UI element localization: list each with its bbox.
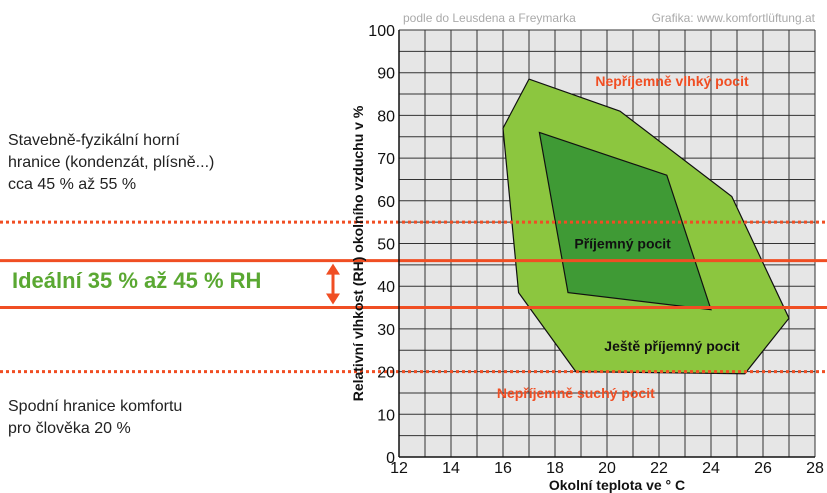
x-tick-label: 12 [390,460,408,477]
ideal-range-label: Ideální 35 % až 45 % RH [12,268,262,293]
credit-note: Grafika: www.komfortlüftung.at [652,11,816,25]
x-tick-label: 20 [598,460,616,477]
source-note: podle do Leusdena a Freymarka [403,11,576,25]
region-label: Nepříjemně suchý pocit [497,385,655,401]
x-tick-label: 18 [546,460,564,477]
y-tick-label: 40 [377,279,395,296]
x-axis-label: Okolní teplota ve ° C [549,477,685,493]
ideal-arrow-head-up [326,263,340,275]
lower-limit-line-2: pro člověka 20 % [8,420,131,437]
y-tick-label: 60 [377,194,395,211]
upper-limit-line-1: Stavebně-fyzikální horní [8,132,180,149]
y-tick-label: 80 [377,108,395,125]
region-label: Nepříjemně vlhký pocit [595,73,749,89]
x-tick-label: 24 [702,460,720,477]
y-tick-label: 20 [377,365,395,382]
x-tick-label: 14 [442,460,460,477]
ideal-arrow-head-down [326,293,340,305]
x-tick-label: 22 [650,460,668,477]
y-tick-label: 0 [386,450,395,467]
region-label: Ještě příjemný pocit [604,338,740,354]
y-tick-label: 100 [368,23,395,40]
upper-limit-line-2: hranice (kondenzát, plísně...) [8,154,215,171]
lower-limit-line-1: Spodní hranice komfortu [8,398,183,415]
y-tick-label: 30 [377,322,395,339]
y-tick-label: 50 [377,237,395,254]
x-tick-label: 26 [754,460,772,477]
y-tick-label: 90 [377,66,395,83]
y-tick-label: 10 [377,407,395,424]
x-tick-label: 16 [494,460,512,477]
lower-limit-annotation: Spodní hranice komfortu pro člověka 20 % [8,396,308,440]
y-tick-label: 70 [377,151,395,168]
upper-limit-annotation: Stavebně-fyzikální horní hranice (konden… [8,130,308,196]
x-tick-label: 28 [806,460,824,477]
y-axis-label: Relativní vlhkost (RH) okolního vzduchu … [350,105,366,401]
upper-limit-line-3: cca 45 % až 55 % [8,176,137,193]
region-label: Příjemný pocit [574,236,671,252]
